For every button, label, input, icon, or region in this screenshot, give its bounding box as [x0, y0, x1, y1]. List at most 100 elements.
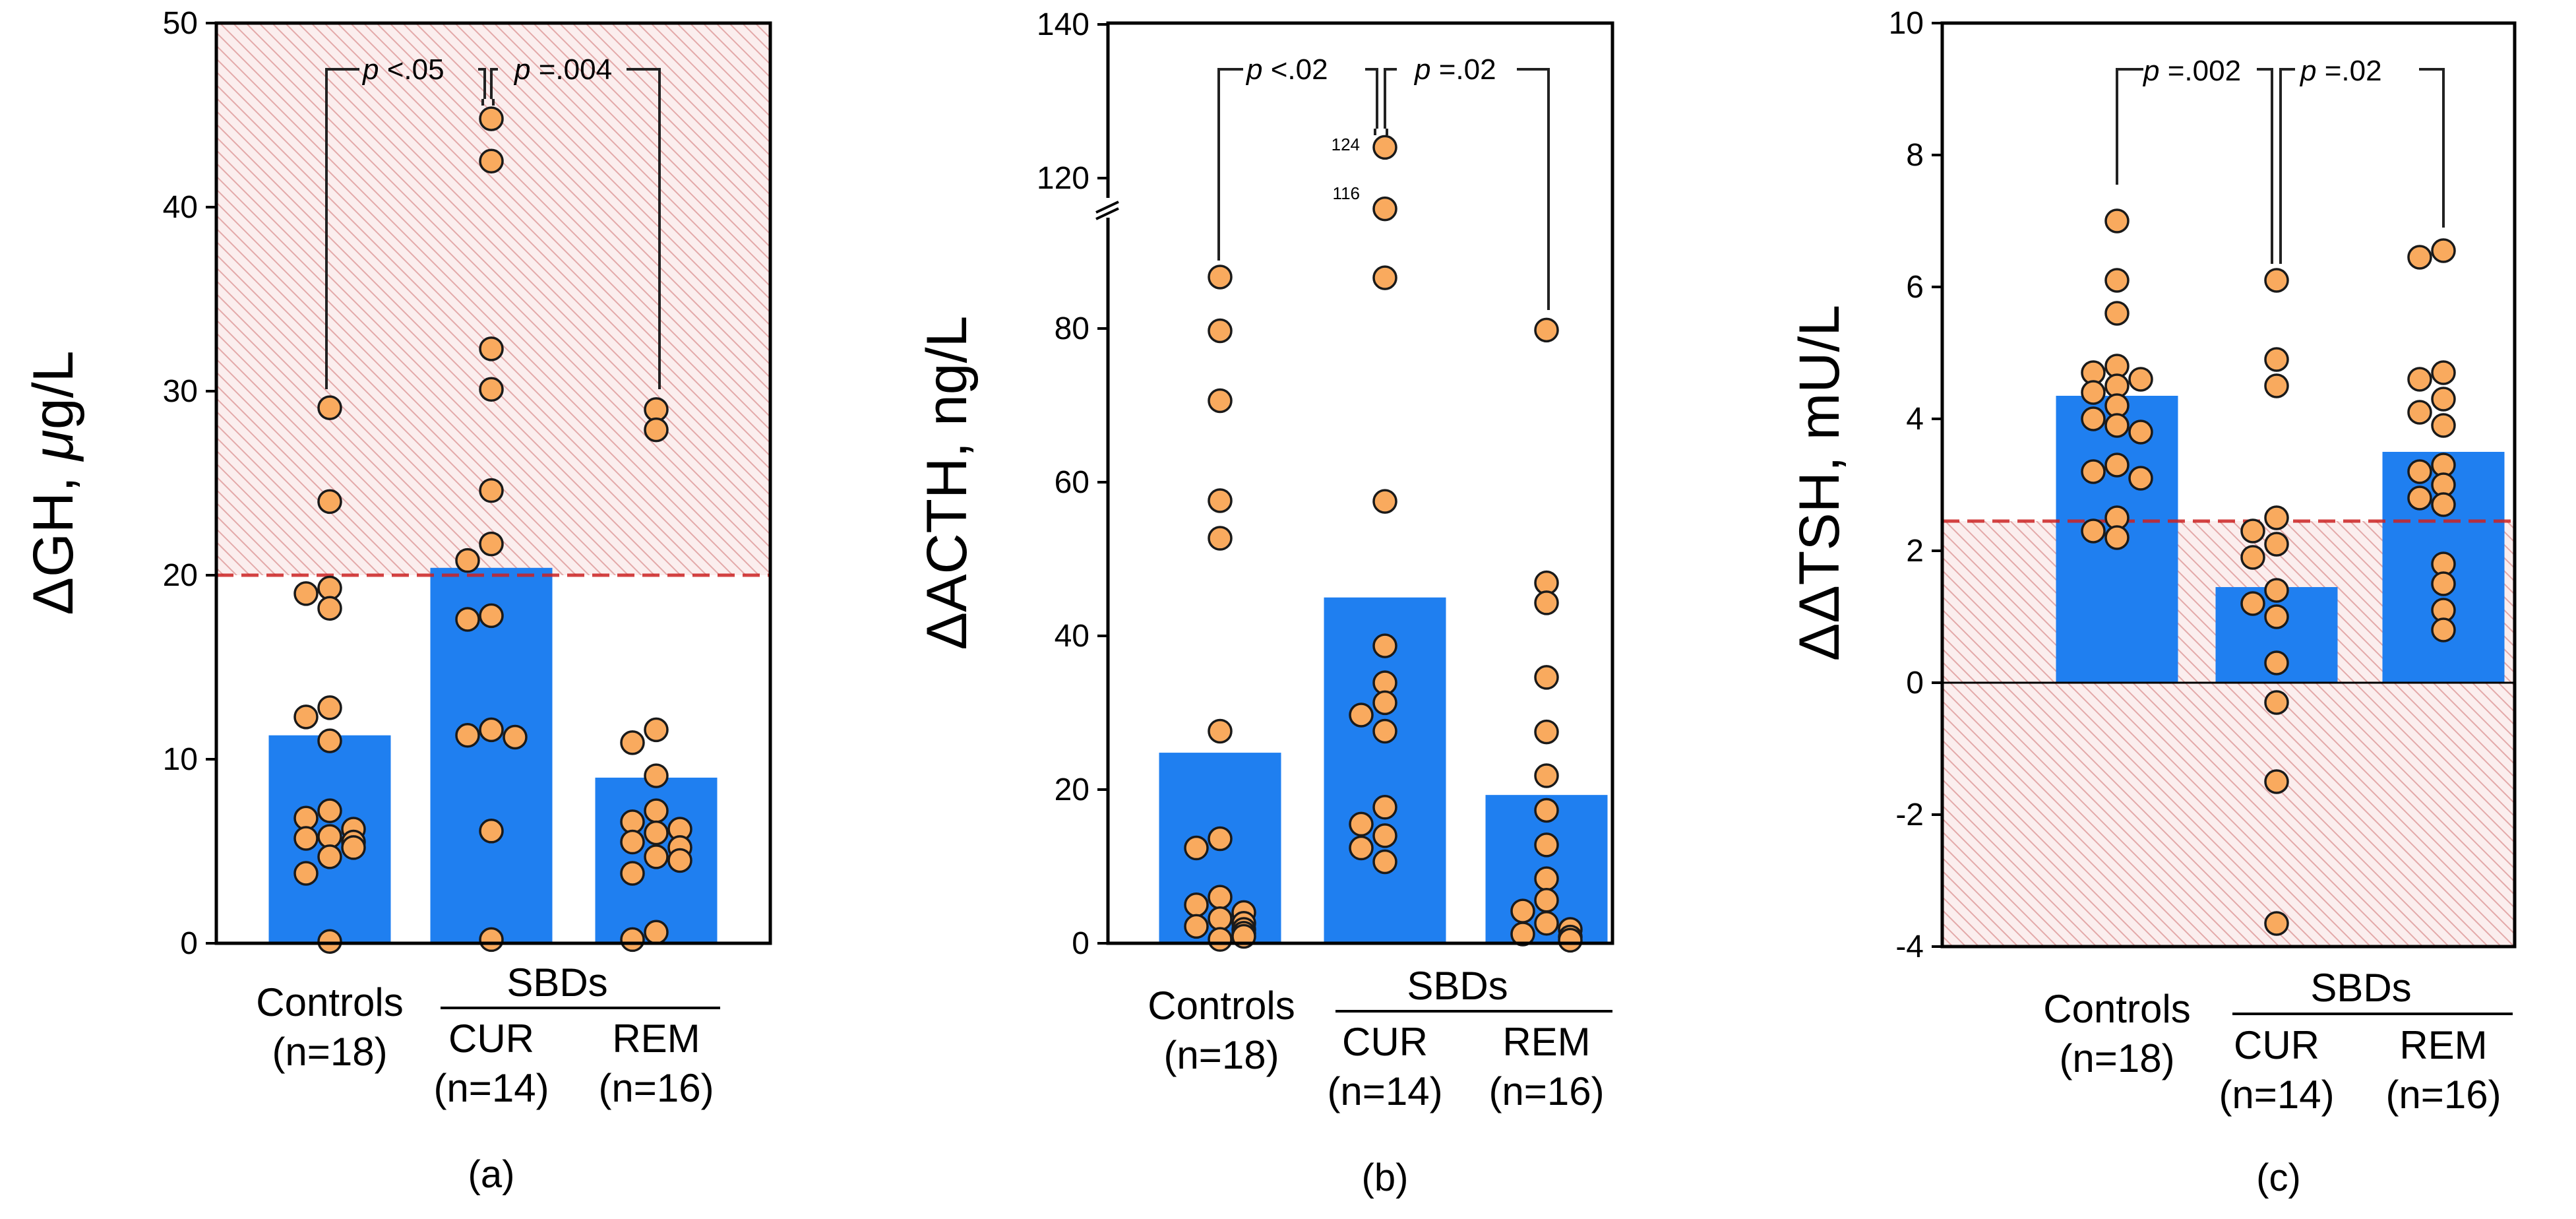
p-value-text: =.02 — [1430, 53, 1496, 86]
plot-frame — [214, 21, 772, 945]
n-label-cur: (n=14) — [433, 1066, 549, 1110]
data-point — [455, 607, 480, 632]
data-point — [479, 531, 504, 557]
plot-frame — [1940, 21, 2517, 949]
data-point — [317, 929, 342, 954]
panel-label: (c) — [2256, 1156, 2301, 1199]
data-point — [2264, 347, 2289, 372]
y-tick-label: -4 — [1895, 929, 1924, 964]
axis-break-mark — [1095, 198, 1119, 220]
y-tick-label: 10 — [163, 742, 198, 777]
data-point — [2264, 769, 2289, 794]
data-point — [1372, 489, 1397, 514]
data-point — [2104, 208, 2130, 234]
data-point — [2264, 604, 2289, 629]
data-point — [1208, 826, 1233, 852]
data-point — [479, 819, 504, 844]
data-point — [1372, 718, 1397, 744]
data-point — [317, 728, 342, 753]
p-value-label: p =.02 — [1413, 53, 1496, 86]
data-point — [2264, 268, 2289, 293]
p-value-text: <.02 — [1262, 53, 1328, 86]
category-label-controls: Controls — [1148, 984, 1295, 1028]
category-label-cur: CUR — [448, 1016, 534, 1061]
data-point — [1349, 703, 1374, 728]
y-tick-label: 80 — [1055, 311, 1089, 346]
panel-gh: 0 10 20 30 40 50 ΔGH, μg/L p <.05 p =.004 Con… — [22, 6, 772, 1196]
y-axis-label-mu: μ — [22, 429, 85, 462]
data-point — [1558, 927, 1583, 953]
p-value-symbol: p — [513, 53, 530, 86]
data-point — [2264, 690, 2289, 715]
data-point — [1349, 835, 1374, 861]
data-point — [1184, 914, 1209, 939]
data-point — [2104, 301, 2130, 326]
y-tick-label: 20 — [1055, 772, 1089, 807]
category-label-controls: Controls — [256, 980, 403, 1024]
data-point — [479, 927, 504, 953]
p-value-symbol: p — [2142, 55, 2159, 87]
data-point — [644, 717, 669, 743]
data-point — [2407, 459, 2432, 484]
data-point — [317, 844, 342, 869]
y-axis-label: ΔΔTSH, mU/L — [1788, 305, 1851, 661]
data-point — [1534, 590, 1559, 615]
group-header-sbds: SBDs — [1407, 964, 1508, 1008]
data-point — [317, 489, 342, 515]
y-tick-label: 30 — [163, 374, 198, 409]
data-point — [620, 829, 645, 855]
data-point — [1372, 265, 1397, 290]
data-point — [2431, 360, 2456, 385]
data-point — [2407, 245, 2432, 270]
data-point — [667, 848, 692, 873]
data-point — [1534, 317, 1559, 343]
data-point — [1349, 811, 1374, 837]
data-point — [2431, 571, 2456, 596]
y-tick-label: 0 — [1072, 926, 1089, 961]
data-point — [1208, 927, 1233, 952]
n-label-cur: (n=14) — [2219, 1073, 2334, 1117]
data-point — [644, 844, 669, 869]
data-point — [1372, 849, 1397, 875]
data-point — [2128, 466, 2153, 491]
data-point — [479, 717, 504, 743]
data-point — [317, 575, 342, 601]
p-value-symbol: p — [1413, 53, 1430, 86]
data-point — [479, 603, 504, 629]
data-point — [1372, 135, 1397, 160]
data-point — [644, 820, 669, 846]
data-point — [620, 730, 645, 755]
y-tick-label: 2 — [1906, 534, 1924, 569]
data-point — [293, 826, 319, 851]
p-value-text: =.002 — [2159, 55, 2241, 87]
y-tick-label: 140 — [1037, 7, 1089, 42]
data-point — [1208, 318, 1233, 344]
n-label-controls: (n=18) — [2059, 1036, 2174, 1080]
data-point — [2431, 413, 2456, 438]
data-point — [2407, 367, 2432, 392]
panel-acth: 0 20 40 60 80 120 140 ΔACTH, ng/L p <.02 p =.0… — [915, 7, 1614, 1199]
n-label-cur: (n=14) — [1327, 1069, 1442, 1113]
data-point — [2081, 406, 2106, 431]
data-point — [317, 695, 342, 720]
data-point — [620, 927, 645, 953]
p-value-symbol: p — [2299, 55, 2316, 87]
data-point — [2104, 413, 2130, 438]
data-point — [503, 724, 528, 750]
data-point — [1372, 823, 1397, 848]
p-value-text: =.02 — [2316, 55, 2381, 87]
data-point — [341, 835, 366, 860]
data-point — [2264, 650, 2289, 675]
y-tick-label: 40 — [1055, 619, 1089, 654]
mean-bar-cur — [430, 567, 553, 943]
y-axis-label: ΔACTH, ng/L — [915, 316, 979, 650]
category-label-rem: REM — [2399, 1023, 2487, 1067]
y-tick-label: 40 — [163, 190, 198, 225]
data-point — [1208, 526, 1233, 551]
data-point — [1534, 910, 1559, 936]
data-point — [1372, 633, 1397, 658]
data-point — [644, 417, 669, 443]
data-point — [620, 809, 645, 834]
data-point — [2081, 459, 2106, 484]
data-point — [317, 798, 342, 823]
